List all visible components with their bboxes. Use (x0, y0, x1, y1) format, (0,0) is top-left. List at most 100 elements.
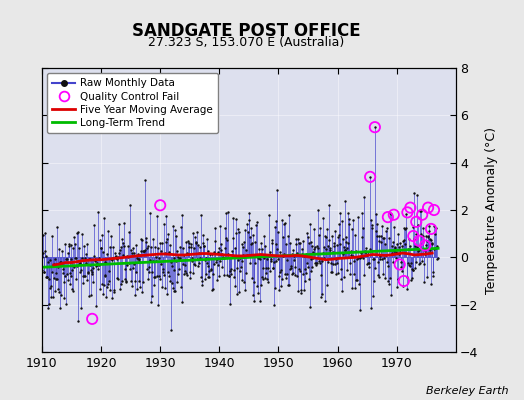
Point (96, 245, 105, 252)
Point (305, 220, 314, 227)
Point (104, 228, 113, 234)
Point (258, 264, 267, 271)
Point (179, 260, 187, 267)
Point (290, 257, 299, 264)
Point (419, 233, 428, 239)
Point (326, 245, 334, 252)
Point (72, 276, 80, 282)
Point (95, 286, 104, 293)
Point (42, 274, 51, 280)
Point (249, 292, 257, 298)
Point (392, 248, 400, 255)
Point (228, 215, 237, 221)
Point (342, 234, 350, 240)
Point (147, 299, 155, 305)
Point (174, 270, 183, 277)
Point (60, 273, 69, 279)
Point (283, 282, 292, 288)
Point (80, 273, 88, 279)
Point (136, 284, 144, 290)
Point (227, 271, 235, 278)
Point (64, 241, 73, 247)
Point (76, 260, 84, 267)
Point (169, 288, 178, 295)
Point (222, 210, 231, 216)
Point (209, 286, 217, 292)
Point (86, 267, 95, 273)
Point (221, 245, 229, 251)
Point (49, 262, 57, 268)
Point (417, 231, 425, 237)
Point (229, 235, 237, 241)
Point (72, 255, 81, 261)
Point (97, 244, 105, 251)
Point (188, 257, 196, 264)
Point (98, 231, 106, 238)
Point (247, 225, 256, 231)
Point (423, 274, 431, 280)
Point (157, 248, 166, 254)
Point (252, 222, 260, 228)
Point (225, 273, 233, 280)
Point (287, 265, 296, 271)
Point (178, 212, 186, 218)
Point (400, 241, 409, 248)
Point (61, 240, 69, 247)
Point (92, 263, 100, 270)
Point (294, 287, 302, 294)
Point (88, 269, 96, 275)
Point (403, 209, 411, 216)
Point (394, 276, 402, 282)
Point (368, 222, 376, 228)
Point (91, 256, 100, 262)
Point (415, 247, 423, 253)
Point (124, 254, 132, 260)
Point (143, 266, 151, 272)
Point (225, 268, 234, 274)
Point (411, 264, 420, 271)
Point (159, 268, 167, 275)
Point (233, 291, 241, 298)
Point (100, 282, 108, 289)
Point (75, 269, 84, 275)
Point (165, 273, 173, 280)
Point (268, 264, 277, 271)
Point (57, 292, 65, 298)
Point (359, 254, 367, 261)
Point (152, 258, 160, 264)
Point (77, 267, 85, 273)
Point (308, 243, 316, 250)
Point (198, 278, 206, 284)
Point (103, 284, 111, 290)
Point (314, 245, 322, 251)
Point (408, 275, 416, 282)
Point (356, 306, 365, 313)
Point (165, 248, 173, 255)
Point (114, 254, 122, 261)
Point (141, 247, 149, 253)
Point (166, 259, 174, 266)
Point (85, 256, 93, 262)
Point (334, 270, 342, 276)
Point (304, 234, 312, 240)
Point (238, 277, 246, 284)
Point (241, 227, 249, 234)
Point (376, 256, 385, 262)
Point (433, 243, 441, 250)
Point (168, 263, 176, 270)
Point (111, 250, 119, 256)
Point (150, 274, 158, 280)
Point (75, 245, 83, 251)
Point (336, 210, 344, 216)
Point (421, 251, 429, 258)
Point (309, 249, 317, 256)
Point (147, 244, 156, 251)
Point (83, 269, 92, 275)
Point (370, 278, 378, 284)
Point (71, 255, 80, 261)
Point (363, 261, 372, 267)
Point (385, 234, 394, 241)
Point (351, 284, 359, 291)
Point (93, 209, 102, 215)
Point (115, 250, 124, 257)
